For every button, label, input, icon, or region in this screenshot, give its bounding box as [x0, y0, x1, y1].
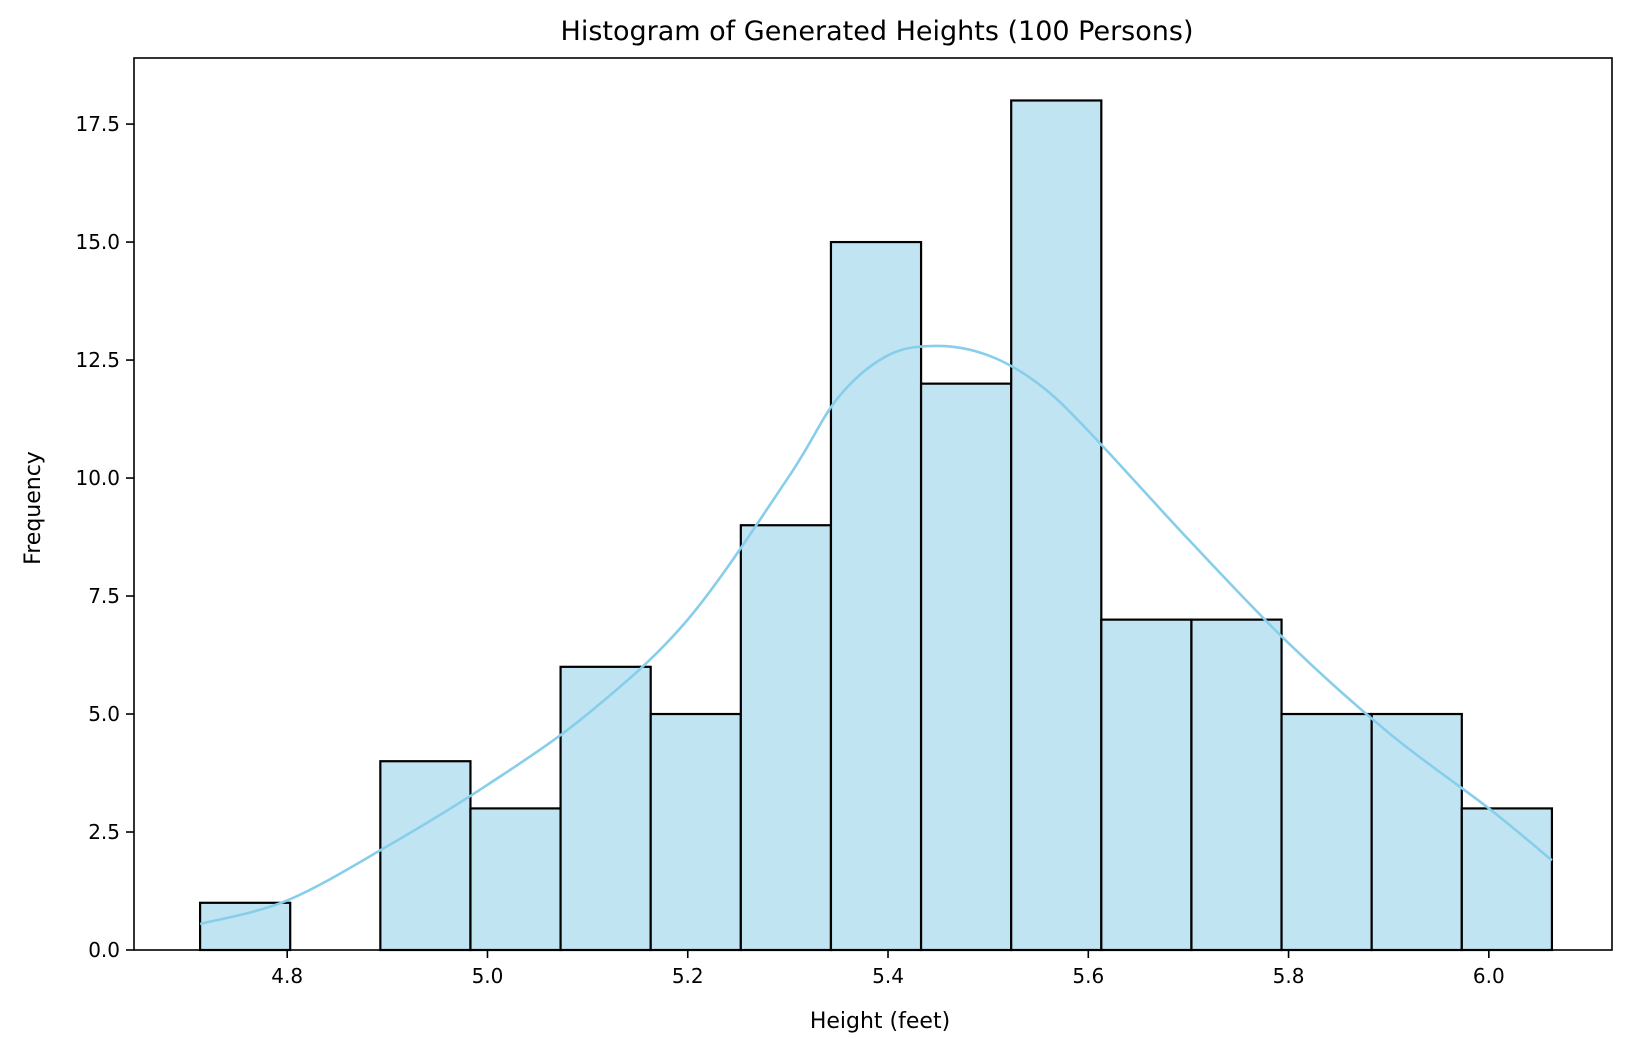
bars-layer	[198, 99, 1554, 952]
histogram-bar	[829, 240, 923, 952]
histogram-bar	[469, 807, 562, 952]
y-tick-label: 7.5	[88, 584, 120, 608]
y-tick-label: 12.5	[75, 348, 120, 372]
axes-layer: 4.8 5.0 5.2 5.4 5.6 5.8 6.0 0.0 2.5 5.0 7.5 10.0 12.…	[75, 57, 1613, 988]
x-tick-label: 5.4	[872, 964, 904, 988]
y-axis-label: Frequency	[21, 451, 46, 565]
histogram-bar	[198, 901, 292, 952]
histogram-bar	[559, 665, 652, 952]
histogram-bar	[1100, 618, 1193, 952]
histogram-bar	[1190, 618, 1283, 952]
y-tick-label: 15.0	[75, 230, 120, 254]
histogram-bar	[1280, 712, 1373, 952]
plot-frame	[133, 57, 1613, 951]
y-tick-label: 17.5	[75, 112, 120, 136]
histogram-bar	[649, 712, 742, 952]
x-tick-label: 5.2	[672, 964, 704, 988]
y-tick-label: 0.0	[88, 938, 120, 962]
histogram-bar	[1460, 807, 1554, 952]
x-axis-label: Height (feet)	[810, 1009, 950, 1034]
histogram-bar	[1370, 712, 1463, 952]
x-tick-label: 5.0	[472, 964, 504, 988]
histogram-bar	[919, 382, 1013, 952]
kde-curve	[199, 344, 1553, 926]
y-tick-label: 5.0	[88, 702, 120, 726]
x-tick-label: 5.6	[1072, 964, 1104, 988]
y-tick-label: 10.0	[75, 466, 120, 490]
histogram-bar	[379, 760, 472, 952]
x-tick-label: 6.0	[1473, 964, 1505, 988]
histogram-bar	[1010, 99, 1103, 952]
x-tick-label: 4.8	[271, 964, 303, 988]
y-tick-label: 2.5	[88, 820, 120, 844]
histogram-bar	[739, 524, 833, 952]
chart-title: Histogram of Generated Heights (100 Pers…	[561, 16, 1194, 47]
x-tick-label: 5.8	[1273, 964, 1305, 988]
